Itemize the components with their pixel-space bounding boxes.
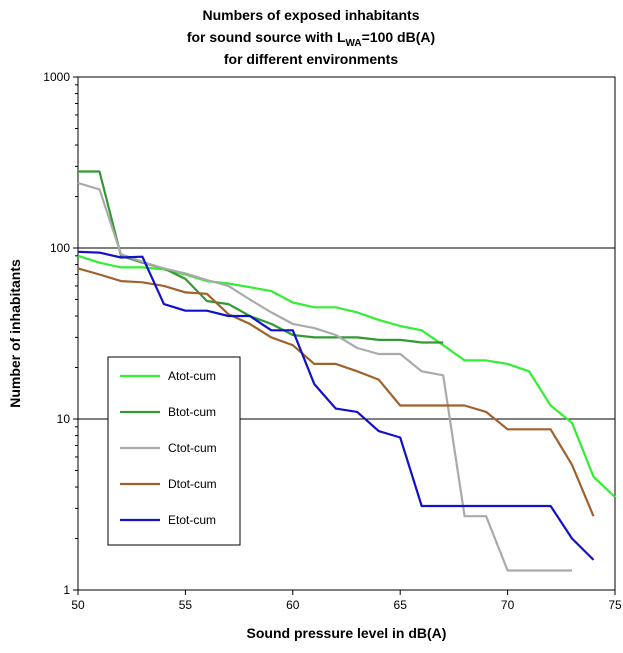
series-line-ctot-cum bbox=[77, 181, 572, 572]
title-line: Numbers of exposed inhabitants bbox=[202, 7, 419, 23]
title-line: for sound source with LWA=100 dB(A) bbox=[187, 29, 435, 49]
legend-label: Etot-cum bbox=[168, 513, 216, 527]
axes: 1 10 100 1000 50 55 60 65 70 75 Sound pressure lev… bbox=[7, 70, 622, 641]
x-tick-label: 75 bbox=[608, 598, 622, 612]
legend-label: Ctot-cum bbox=[168, 441, 217, 455]
title-line: for different environments bbox=[224, 51, 398, 67]
plot-area bbox=[77, 76, 616, 591]
series-lines bbox=[77, 170, 616, 572]
x-axis-label: Sound pressure level in dB(A) bbox=[247, 625, 447, 641]
legend-label: Dtot-cum bbox=[168, 477, 217, 491]
legend: Atot-cum Btot-cum Ctot-cum Dtot-cum Etot-cum bbox=[107, 356, 241, 546]
y-tick-label: 1 bbox=[63, 583, 70, 597]
x-tick-label: 65 bbox=[394, 598, 408, 612]
y-tick-label: 100 bbox=[50, 241, 70, 255]
y-tick-label: 10 bbox=[57, 412, 71, 426]
chart-title: Numbers of exposed inhabitants for sound … bbox=[187, 7, 435, 67]
x-tick-label: 70 bbox=[501, 598, 515, 612]
x-tick-label: 60 bbox=[286, 598, 300, 612]
series-line-etot-cum bbox=[77, 250, 595, 561]
series-line-dtot-cum bbox=[77, 267, 595, 517]
y-axis-label: Number of inhabitants bbox=[7, 259, 23, 408]
legend-label: Atot-cum bbox=[168, 369, 216, 383]
y-tick-label: 1000 bbox=[43, 70, 70, 84]
x-tick-label: 55 bbox=[179, 598, 193, 612]
x-tick-label: 50 bbox=[71, 598, 85, 612]
legend-label: Btot-cum bbox=[168, 405, 216, 419]
legend-box bbox=[107, 356, 241, 546]
